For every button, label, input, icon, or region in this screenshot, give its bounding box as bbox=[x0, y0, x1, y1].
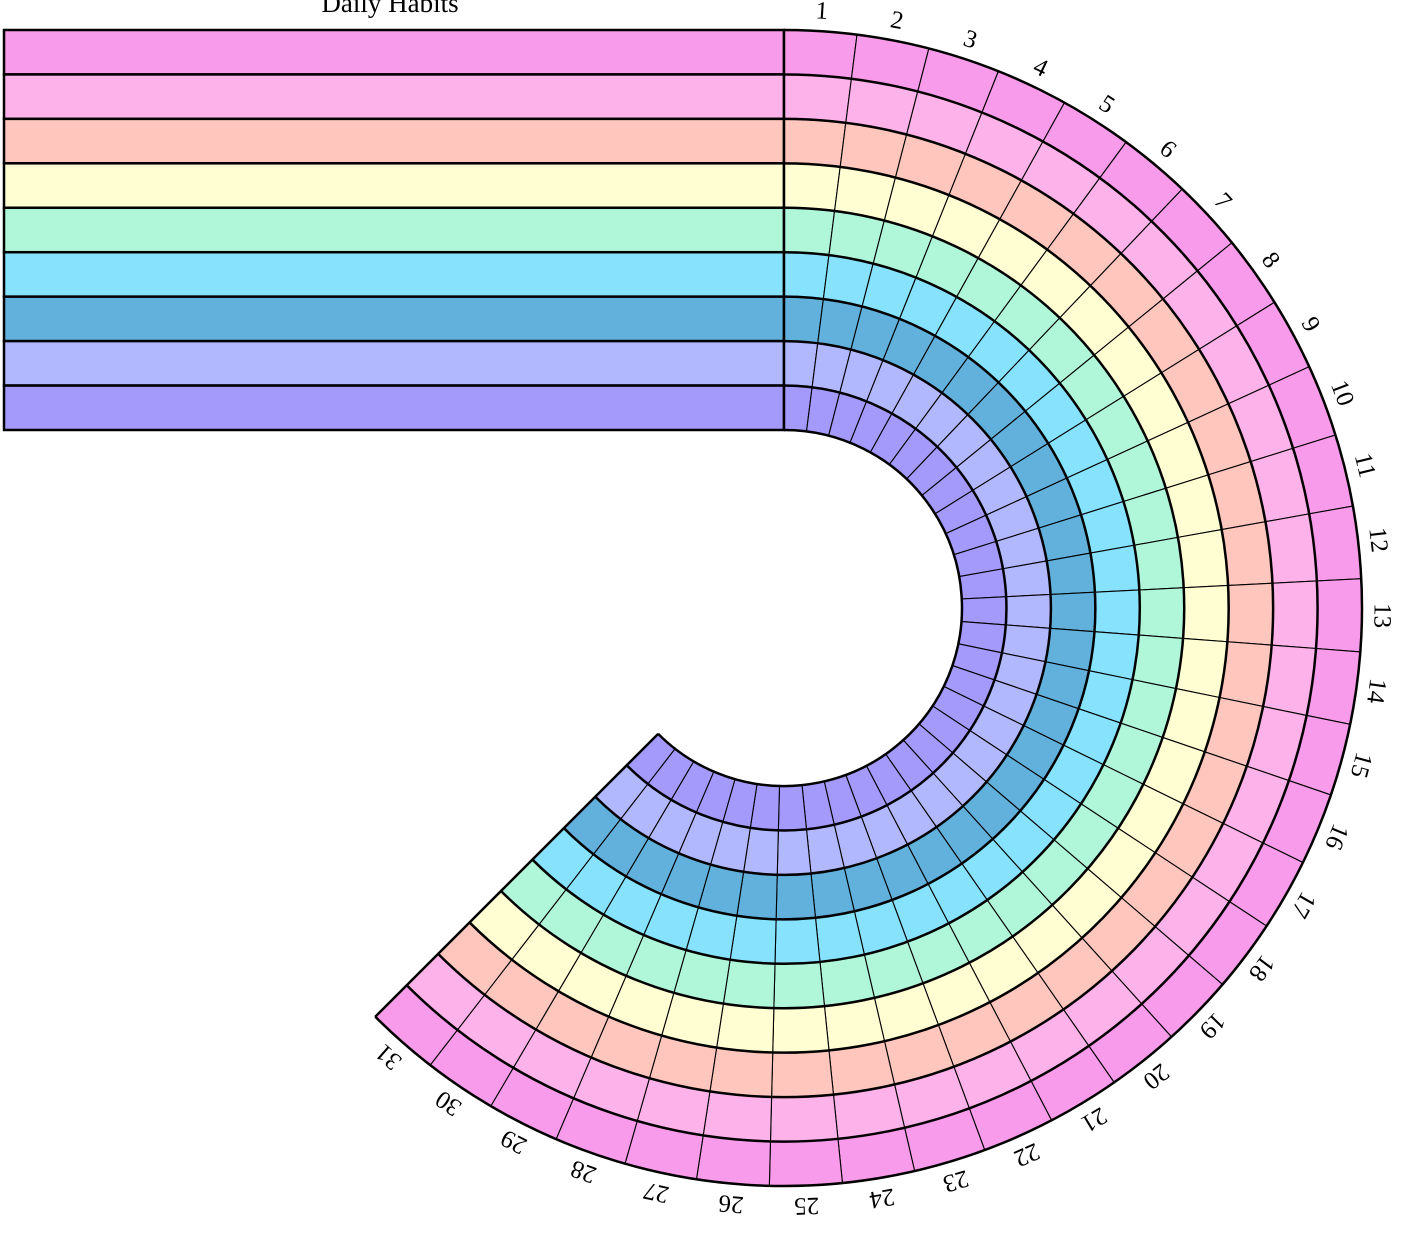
day-label: 5 bbox=[1094, 90, 1119, 119]
tracker-title: Daily Habits bbox=[321, 0, 458, 18]
ring-boundary bbox=[625, 384, 1008, 832]
habit-day-cell[interactable] bbox=[776, 828, 812, 876]
ring-boundary bbox=[437, 117, 1275, 1099]
habit-day-cell[interactable] bbox=[1049, 591, 1096, 633]
day-label: 4 bbox=[1029, 53, 1052, 83]
habit-day-cell[interactable] bbox=[709, 1046, 774, 1098]
habit-day-cell[interactable] bbox=[695, 1134, 772, 1187]
habit-day-cell[interactable] bbox=[729, 915, 777, 965]
day-label: 15 bbox=[1345, 750, 1378, 781]
habit-day-cell[interactable] bbox=[1177, 528, 1229, 589]
habit-day-cell[interactable] bbox=[783, 207, 836, 256]
day-label: 2 bbox=[888, 6, 905, 35]
habit-day-cell[interactable] bbox=[777, 784, 808, 831]
habit-row-name-cell[interactable] bbox=[2, 162, 786, 210]
day-label: 20 bbox=[1138, 1058, 1174, 1095]
day-label: 14 bbox=[1361, 677, 1391, 706]
habit-day-cell[interactable] bbox=[771, 1049, 835, 1098]
ring-boundary bbox=[594, 339, 1053, 877]
ring-end-cap bbox=[374, 732, 660, 1018]
habit-day-cell[interactable] bbox=[1271, 580, 1319, 650]
day-label: 7 bbox=[1208, 188, 1236, 216]
day-label: 25 bbox=[794, 1192, 820, 1220]
ring-boundary bbox=[531, 250, 1141, 966]
ring-boundary bbox=[468, 162, 1230, 1054]
ring-boundary bbox=[500, 206, 1186, 1010]
day-label: 1 bbox=[815, 0, 829, 25]
habit-day-cell[interactable] bbox=[1138, 587, 1185, 639]
habit-row-name-cell[interactable] bbox=[2, 117, 786, 165]
ring-boundary bbox=[657, 428, 964, 788]
day-label: 9 bbox=[1296, 313, 1326, 337]
habit-day-cell[interactable] bbox=[1182, 584, 1230, 643]
habit-row-labels-area bbox=[2, 28, 786, 432]
day-label: 30 bbox=[431, 1085, 467, 1121]
day-label: 22 bbox=[1010, 1137, 1044, 1172]
habit-day-cell[interactable] bbox=[783, 29, 858, 80]
habit-day-cell[interactable] bbox=[1089, 544, 1140, 593]
day-label: 26 bbox=[717, 1189, 744, 1218]
habit-day-cell[interactable] bbox=[768, 1138, 844, 1187]
habit-day-cell[interactable] bbox=[772, 1005, 830, 1054]
habit-day-cell[interactable] bbox=[774, 917, 821, 965]
habit-row-name-cell[interactable] bbox=[2, 206, 786, 254]
day-label: 18 bbox=[1243, 950, 1280, 986]
habit-day-cell[interactable] bbox=[1131, 634, 1184, 690]
ring-boundary bbox=[562, 295, 1097, 921]
habit-day-cell[interactable] bbox=[716, 1002, 775, 1054]
habit-day-cell[interactable] bbox=[1046, 552, 1096, 596]
habit-day-cell[interactable] bbox=[702, 1090, 773, 1142]
habit-day-cell[interactable] bbox=[1315, 578, 1363, 653]
day-label: 19 bbox=[1194, 1007, 1231, 1044]
day-label: 13 bbox=[1368, 603, 1395, 628]
day-label: 21 bbox=[1076, 1101, 1111, 1137]
day-label: 6 bbox=[1154, 135, 1181, 164]
habit-row-name-cell[interactable] bbox=[2, 250, 786, 298]
day-label: 12 bbox=[1363, 526, 1393, 554]
day-label: 10 bbox=[1325, 377, 1359, 410]
habit-day-cell[interactable] bbox=[1093, 589, 1141, 636]
day-label: 23 bbox=[940, 1164, 972, 1197]
habit-day-cell[interactable] bbox=[783, 162, 841, 212]
day-label: 3 bbox=[960, 25, 980, 55]
habit-ring bbox=[374, 28, 1364, 1188]
habit-day-cell[interactable] bbox=[783, 73, 853, 124]
day-label: 17 bbox=[1285, 887, 1321, 922]
habit-day-cell[interactable] bbox=[1221, 521, 1274, 587]
habit-day-cell[interactable] bbox=[1005, 593, 1052, 629]
habit-row-name-cell[interactable] bbox=[2, 339, 786, 387]
habit-day-cell[interactable] bbox=[1175, 637, 1228, 699]
habit-day-cell[interactable] bbox=[1226, 582, 1274, 646]
habit-row-name-cell[interactable] bbox=[2, 384, 786, 432]
day-label: 16 bbox=[1319, 820, 1354, 853]
habit-day-cell[interactable] bbox=[1133, 536, 1185, 591]
ring-boundary bbox=[374, 28, 1364, 1188]
habit-day-cell[interactable] bbox=[783, 251, 830, 300]
habit-day-cell[interactable] bbox=[783, 118, 847, 168]
day-label: 8 bbox=[1256, 247, 1285, 273]
habit-day-cell[interactable] bbox=[769, 1093, 839, 1143]
day-label: 29 bbox=[497, 1124, 531, 1159]
day-label: 27 bbox=[641, 1176, 671, 1208]
habit-day-cell[interactable] bbox=[722, 959, 776, 1009]
habit-day-cell[interactable] bbox=[775, 872, 817, 920]
habit-day-cell[interactable] bbox=[783, 296, 824, 344]
habit-row-name-cell[interactable] bbox=[2, 295, 786, 343]
habit-row-name-cell[interactable] bbox=[2, 28, 786, 76]
habit-day-cell[interactable] bbox=[1264, 513, 1318, 584]
day-label: 28 bbox=[567, 1154, 600, 1188]
habit-day-cell[interactable] bbox=[773, 961, 826, 1009]
day-label: 24 bbox=[867, 1183, 897, 1214]
day-label: 31 bbox=[370, 1038, 407, 1075]
ring-boundary bbox=[405, 73, 1319, 1143]
habit-row-name-cell[interactable] bbox=[2, 73, 786, 121]
day-label: 11 bbox=[1349, 451, 1381, 481]
habit-day-cell[interactable] bbox=[960, 596, 1007, 626]
